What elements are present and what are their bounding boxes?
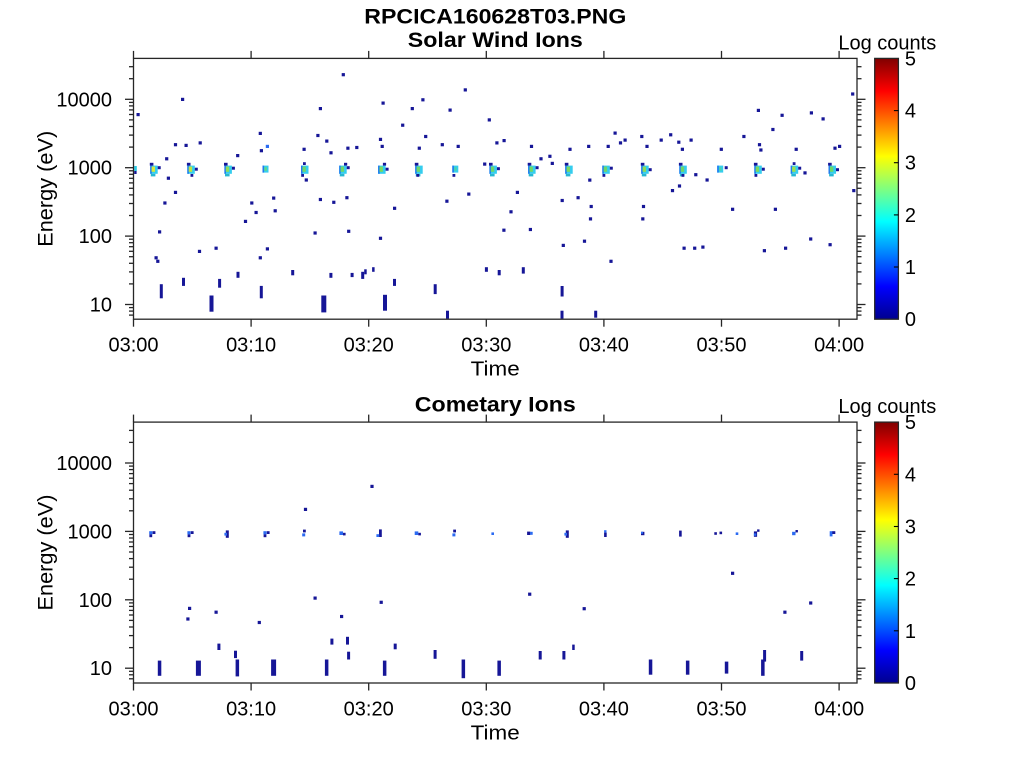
- svg-text:1000: 1000: [68, 158, 113, 180]
- svg-text:0: 0: [905, 309, 916, 331]
- svg-text:Energy (eV): Energy (eV): [35, 495, 58, 611]
- svg-text:4: 4: [905, 464, 916, 486]
- svg-text:0: 0: [905, 673, 916, 695]
- svg-text:5: 5: [905, 48, 916, 70]
- svg-text:RPCICA160628T03.PNG: RPCICA160628T03.PNG: [364, 5, 626, 28]
- svg-text:3: 3: [905, 517, 916, 539]
- svg-text:1: 1: [905, 257, 916, 279]
- svg-text:03:30: 03:30: [461, 335, 511, 357]
- svg-text:Energy (eV): Energy (eV): [35, 131, 58, 247]
- svg-text:5: 5: [905, 412, 916, 434]
- svg-text:03:50: 03:50: [696, 335, 746, 357]
- svg-text:1000: 1000: [68, 521, 113, 543]
- svg-text:4: 4: [905, 101, 916, 123]
- svg-text:Time: Time: [471, 723, 520, 745]
- svg-text:100: 100: [79, 590, 112, 612]
- svg-text:03:40: 03:40: [579, 698, 629, 720]
- svg-text:Log counts: Log counts: [838, 396, 936, 418]
- svg-text:Solar Wind Ions: Solar Wind Ions: [408, 29, 583, 52]
- svg-text:Log counts: Log counts: [838, 32, 936, 54]
- svg-text:2: 2: [905, 205, 916, 227]
- svg-text:3: 3: [905, 153, 916, 175]
- svg-text:03:00: 03:00: [108, 335, 158, 357]
- svg-text:03:30: 03:30: [461, 698, 511, 720]
- svg-text:100: 100: [79, 226, 112, 248]
- svg-text:03:20: 03:20: [344, 335, 394, 357]
- svg-text:03:10: 03:10: [226, 335, 276, 357]
- svg-text:10000: 10000: [56, 89, 112, 111]
- svg-text:04:00: 04:00: [814, 698, 864, 720]
- svg-text:04:00: 04:00: [814, 335, 864, 357]
- svg-text:03:00: 03:00: [108, 698, 158, 720]
- svg-text:10000: 10000: [56, 453, 112, 475]
- svg-text:03:20: 03:20: [344, 698, 394, 720]
- svg-text:1: 1: [905, 621, 916, 643]
- svg-text:03:50: 03:50: [696, 698, 746, 720]
- svg-text:10: 10: [90, 658, 112, 680]
- svg-text:Cometary Ions: Cometary Ions: [415, 393, 576, 416]
- svg-text:03:40: 03:40: [579, 335, 629, 357]
- svg-text:03:10: 03:10: [226, 698, 276, 720]
- svg-text:10: 10: [90, 295, 112, 317]
- svg-text:2: 2: [905, 569, 916, 591]
- svg-text:Time: Time: [471, 359, 520, 381]
